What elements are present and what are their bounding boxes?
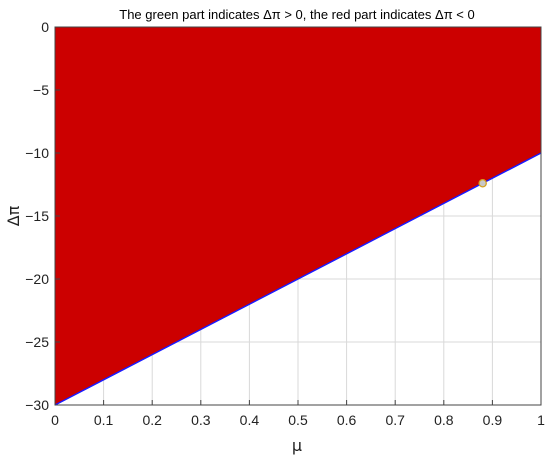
y-tick-label-2: −10 [25,145,49,161]
x-tick-label-9: 0.9 [483,412,503,428]
marker-point [478,178,487,188]
boundary-line [54,152,542,406]
x-tick-label-6: 0.6 [337,412,357,428]
y-tick-label-4: −20 [25,271,49,287]
tick-layer: 0 0.1 0.2 0.3 0.4 0.5 0.6 0.7 0.8 0.9 1 0 −5 −10 −15 −2… [25,19,545,428]
y-tick-label-5: −25 [25,334,49,350]
chart-title: The green part indicates Δπ > 0, the red… [119,7,474,22]
region-layer [55,27,541,405]
x-tick-label-0: 0 [51,412,59,428]
x-tick-label-1: 0.1 [94,412,114,428]
y-axis-label: Δπ [4,205,23,226]
x-tick-label-3: 0.3 [191,412,211,428]
line-layer [54,152,542,406]
y-tick-label-3: −15 [25,208,49,224]
y-tick-label-1: −5 [33,82,49,98]
y-tick-label-6: −30 [25,397,49,413]
x-tick-label-4: 0.4 [240,412,260,428]
y-tick-label-0: 0 [41,19,49,35]
x-tick-label-5: 0.5 [288,412,308,428]
x-tick-label-8: 0.8 [434,412,454,428]
x-tick-label-2: 0.2 [142,412,162,428]
x-tick-label-10: 1 [537,412,545,428]
region-red [55,27,541,405]
x-axis-label: μ [292,436,302,455]
x-tick-label-7: 0.7 [385,412,405,428]
